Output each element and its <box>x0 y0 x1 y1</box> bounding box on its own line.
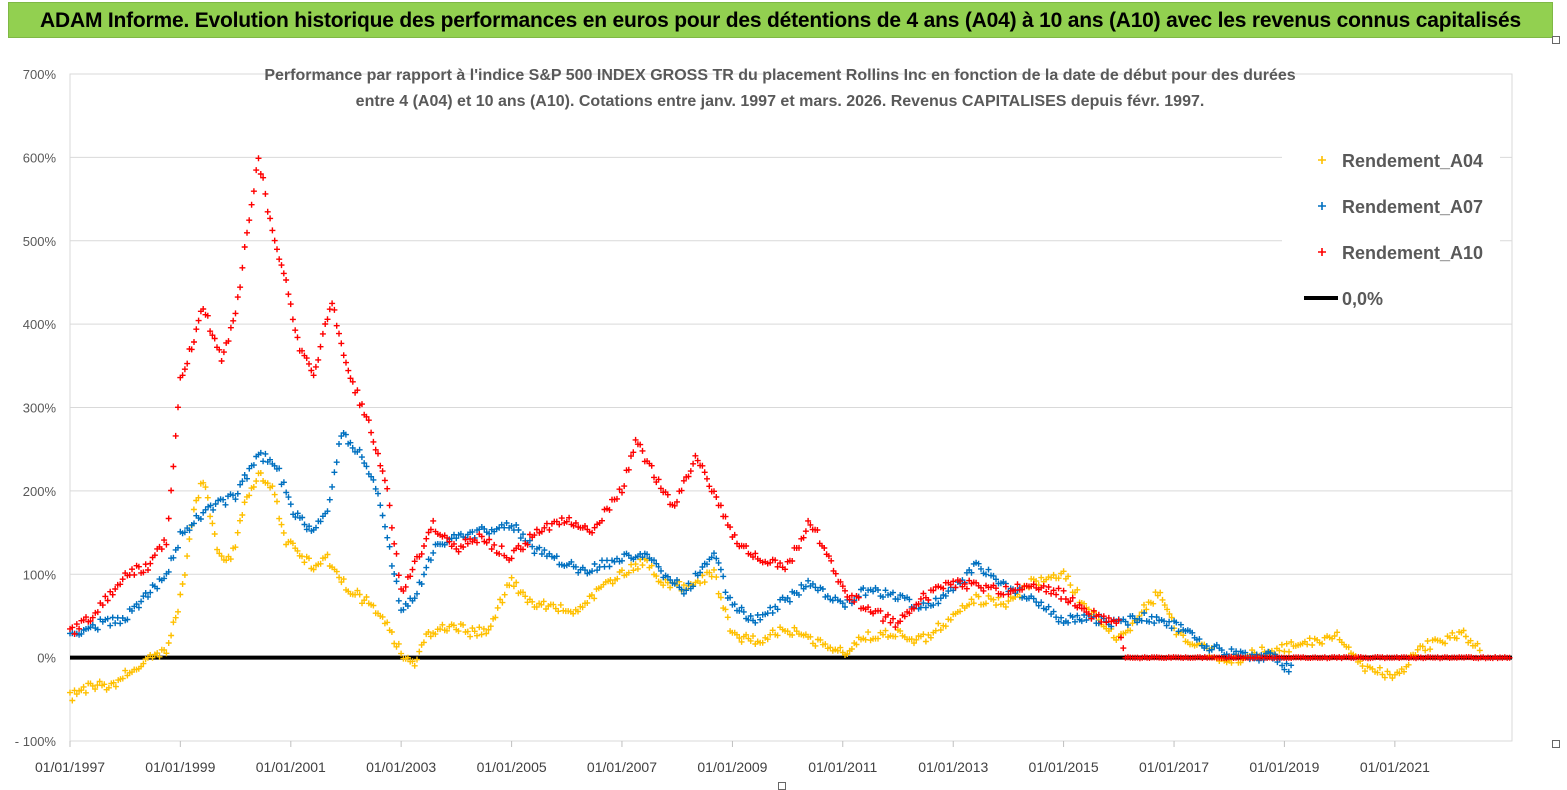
legend-marker-rendement-a07 <box>1318 202 1326 210</box>
x-tick-label: 01/01/2007 <box>587 759 657 775</box>
x-tick-label: 01/01/2011 <box>808 759 877 775</box>
x-tick-label: 01/01/2001 <box>256 759 326 775</box>
y-tick-label: 100% <box>23 567 57 582</box>
legend-label: Rendement_A07 <box>1342 197 1483 217</box>
legend-marker-rendement-a10 <box>1318 248 1326 256</box>
y-tick-label: - 100% <box>15 734 57 749</box>
legend-marker-rendement-a04 <box>1318 156 1326 164</box>
series-rendement-a07 <box>67 430 1295 675</box>
y-tick-label: 200% <box>23 484 57 499</box>
series-rendement-a10 <box>67 155 1513 662</box>
y-tick-label: 500% <box>23 234 57 249</box>
report-banner-title: ADAM Informe. Evolution historique des p… <box>40 9 1521 32</box>
legend-label: 0,0% <box>1342 289 1383 309</box>
report-banner: ADAM Informe. Evolution historique des p… <box>8 2 1553 38</box>
legend-label: Rendement_A10 <box>1342 243 1483 263</box>
resize-handle-top-right[interactable] <box>1552 36 1560 44</box>
chart-title-line: Performance par rapport à l'indice S&P 5… <box>264 67 1295 84</box>
x-tick-label: 01/01/2013 <box>918 759 988 775</box>
y-tick-label: 600% <box>23 150 57 165</box>
x-tick-label: 01/01/1997 <box>35 759 105 775</box>
y-tick-label: 300% <box>23 401 57 416</box>
resize-handle-bottom-right[interactable] <box>1552 740 1560 748</box>
x-tick-label: 01/01/2003 <box>366 759 436 775</box>
performance-chart: - 100% 0% 100% 200% 300% 400% 500% 600% 700% 01/0… <box>15 67 1513 775</box>
x-tick-label: 01/01/1999 <box>145 759 215 775</box>
chart-title-line: entre 4 (A04) et 10 ans (A10). Cotations… <box>356 93 1205 110</box>
x-tick-label: 01/01/2005 <box>477 759 547 775</box>
x-tick-label: 01/01/2021 <box>1360 759 1430 775</box>
x-tick-label: 01/01/2009 <box>697 759 767 775</box>
x-tick-label: 01/01/2019 <box>1249 759 1319 775</box>
x-tick-label: 01/01/2017 <box>1139 759 1209 775</box>
legend-label: Rendement_A04 <box>1342 151 1483 171</box>
y-tick-label: 0% <box>37 651 56 666</box>
x-tick-label: 01/01/2015 <box>1029 759 1099 775</box>
y-tick-label: 700% <box>23 67 57 82</box>
y-tick-label: 400% <box>23 317 57 332</box>
series-rendement-a04 <box>67 470 1483 704</box>
